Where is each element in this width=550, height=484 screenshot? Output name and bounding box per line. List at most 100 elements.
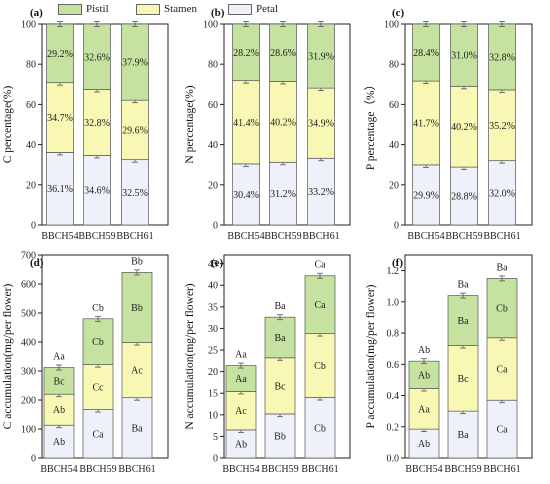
- y-tick-label: 100: [384, 20, 399, 31]
- significance-label: Ca: [314, 260, 326, 271]
- x-tick-label: BBCH59: [261, 464, 298, 475]
- data-label: 30.4%: [233, 190, 259, 201]
- bar-segment-pistil: [447, 295, 479, 346]
- y-tick-label: 0.6: [387, 360, 400, 371]
- y-tick-label: 700: [21, 251, 36, 262]
- y-tick-label: 0.0: [387, 454, 400, 465]
- data-label: Ba: [131, 423, 143, 434]
- data-label: Ba: [457, 430, 469, 441]
- data-label: 28.6%: [270, 48, 296, 59]
- y-tick-label: 0: [213, 221, 218, 232]
- y-tick-label: 0: [213, 454, 218, 465]
- data-label: Ab: [53, 437, 65, 448]
- data-label: 28.4%: [413, 48, 439, 59]
- x-tick-label: BBCH61: [483, 464, 520, 475]
- x-tick-label: BBCH61: [483, 231, 520, 242]
- significance-label: Aa: [53, 352, 65, 363]
- y-tick-label: 100: [203, 20, 218, 31]
- data-label: Ca: [496, 425, 508, 436]
- y-tick-label: 40: [208, 281, 218, 292]
- y-tick-label: 40: [208, 140, 218, 151]
- data-label: Ba: [457, 316, 469, 327]
- y-axis-label: P percentage（%）: [364, 79, 377, 170]
- bar-segment-petal: [83, 155, 111, 226]
- data-label: Ac: [131, 366, 143, 377]
- significance-label: Ba: [457, 280, 469, 291]
- bar-segment-stamen: [225, 391, 257, 431]
- significance-label: Ba: [274, 301, 286, 312]
- bar-segment-stamen: [264, 357, 296, 415]
- y-tick-label: 0.2: [387, 422, 400, 433]
- y-axis-label: N percentage(%): [184, 85, 196, 163]
- y-tick-label: 600: [21, 280, 36, 291]
- x-tick-label: BBCH61: [116, 231, 153, 242]
- data-label: 40.2%: [451, 122, 477, 133]
- bar-segment-stamen: [46, 82, 74, 153]
- legend-swatch-pistil: [58, 4, 82, 15]
- y-tick-label: 60: [26, 100, 36, 111]
- bar-segment-pistil: [264, 316, 296, 359]
- y-tick-label: 40: [389, 140, 399, 151]
- panel-label: (a): [30, 7, 43, 19]
- data-label: Ca: [496, 364, 508, 375]
- y-tick-label: 1.2: [387, 266, 400, 277]
- chart-panel-6: 0.0 0.2 0.4 0.6 0.8 1.0 1.2 P accumulation(mg/p…: [365, 254, 533, 475]
- x-tick-label: BBCH54: [41, 231, 78, 242]
- data-label: 41.4%: [233, 118, 259, 129]
- data-label: 29.9%: [413, 190, 439, 201]
- bar-segment-petal: [225, 429, 257, 459]
- chart-panel-2: 0 20 40 60 80 100 N percentage(%) (b) 30.4% 41.4%…: [184, 7, 351, 242]
- bar-segment-petal: [486, 399, 518, 459]
- x-tick-label: BBCH59: [79, 464, 116, 475]
- y-tick-label: 30: [208, 324, 218, 335]
- y-tick-label: 0: [31, 454, 36, 465]
- data-label: 29.2%: [47, 49, 73, 60]
- data-label: 34.9%: [308, 119, 334, 130]
- y-tick-label: 0.4: [387, 391, 400, 402]
- bar-segment-petal: [232, 163, 260, 226]
- data-label: 31.9%: [308, 52, 334, 63]
- data-label: Ba: [274, 333, 286, 344]
- chart-panel-3: 0 20 40 60 80 100 P percentage（%） (c) 29.9% 41.7%…: [364, 7, 533, 242]
- bar-segment-pistil: [46, 23, 74, 84]
- bar-segment-petal: [82, 409, 114, 459]
- x-tick-label: BBCH59: [264, 231, 301, 242]
- data-label: Ab: [235, 439, 247, 450]
- data-label: 33.2%: [308, 187, 334, 198]
- y-tick-label: 300: [21, 367, 36, 378]
- data-label: Aa: [418, 404, 430, 415]
- y-tick-label: 20: [389, 180, 399, 191]
- data-label: Bc: [53, 376, 65, 387]
- data-label: 32.5%: [122, 188, 148, 199]
- data-label: Ca: [92, 429, 104, 440]
- bar-segment-petal: [269, 161, 297, 226]
- y-tick-label: 100: [21, 425, 36, 436]
- bar-segment-pistil: [304, 275, 336, 334]
- data-label: Cb: [92, 337, 104, 348]
- x-tick-label: BBCH59: [445, 231, 482, 242]
- bar-segment-stamen: [43, 393, 75, 426]
- significance-label: Ab: [418, 345, 430, 356]
- y-axis-label: C accumulation(mg/per flower): [2, 284, 14, 430]
- data-label: 41.7%: [413, 118, 439, 129]
- chart-panel-5: 0 5 10 15 20 25 30 35 40 45 N accumulation(mg/per …: [184, 254, 351, 475]
- legend-label-stamen: Stamen: [164, 3, 197, 15]
- y-tick-label: 60: [389, 100, 399, 111]
- data-label: Ab: [53, 405, 65, 416]
- y-tick-label: 20: [208, 180, 218, 191]
- data-label: 34.7%: [47, 113, 73, 124]
- bar-segment-petal: [46, 152, 74, 226]
- significance-label: Ba: [496, 262, 508, 273]
- panel-label: (b): [211, 7, 225, 19]
- y-tick-label: 5: [213, 432, 218, 443]
- bar-segment-stamen: [121, 342, 153, 399]
- bar-segment-pistil: [488, 23, 516, 91]
- y-tick-label: 20: [208, 367, 218, 378]
- data-label: Ca: [314, 300, 326, 311]
- panel-label: (e): [211, 257, 224, 269]
- data-label: Cb: [314, 361, 326, 372]
- bar-segment-stamen: [488, 89, 516, 162]
- y-tick-label: 100: [21, 20, 36, 31]
- data-label: 31.2%: [270, 189, 296, 200]
- data-label: Cc: [92, 383, 104, 394]
